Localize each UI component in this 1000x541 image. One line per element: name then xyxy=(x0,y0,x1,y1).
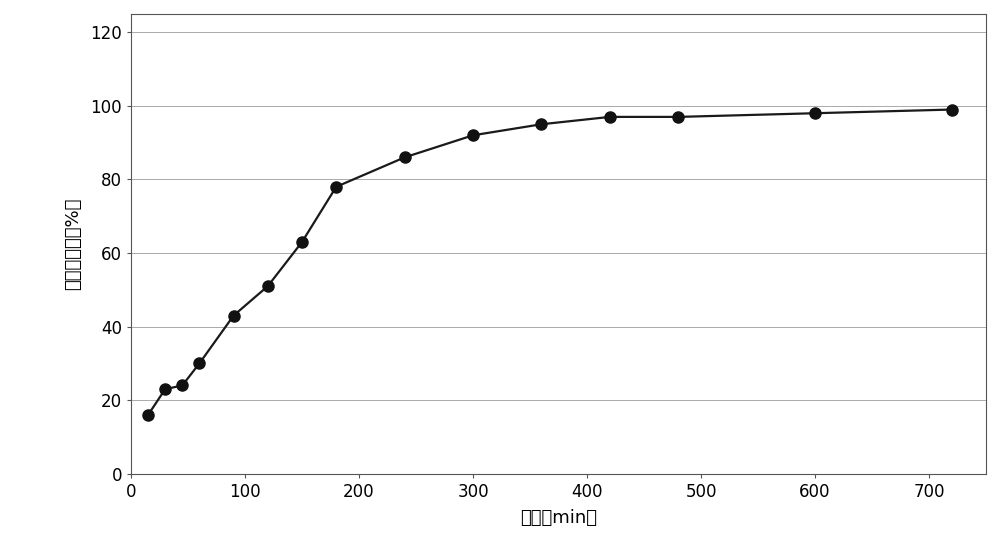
Y-axis label: 降解率（重量%）: 降解率（重量%） xyxy=(64,197,82,290)
X-axis label: 时间（min）: 时间（min） xyxy=(520,509,597,527)
